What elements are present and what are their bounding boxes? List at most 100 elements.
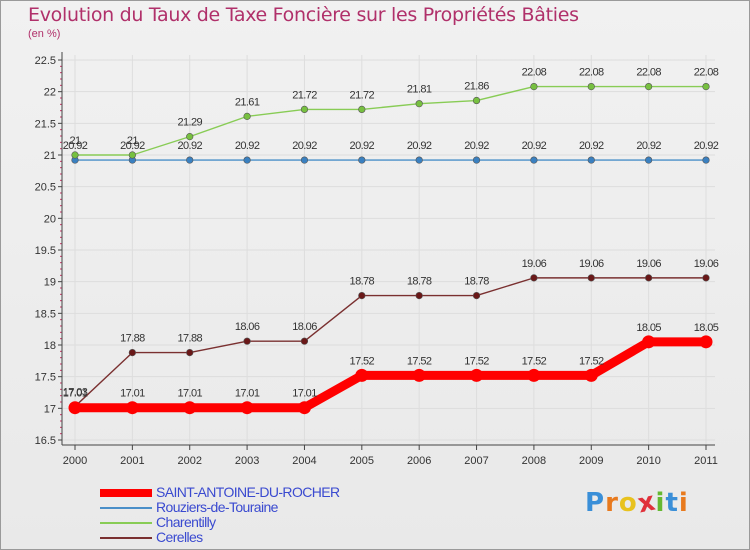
data-point-rouziers-de-touraine [415,156,423,164]
data-point-saint-antoine-du-rocher [240,401,254,415]
data-label-saint-antoine-du-rocher: 17.52 [464,355,489,367]
data-label-cerelles: 18.78 [350,276,375,288]
data-point-charentilly [415,100,423,108]
unit-label: (en %) [28,28,61,40]
data-point-rouziers-de-touraine [702,156,710,164]
legend-label-charentilly: Charentilly [156,514,216,530]
data-label-saint-antoine-du-rocher: 17.52 [407,355,432,367]
data-label-cerelles: 17.03 [63,386,88,398]
legend: SAINT-ANTOINE-DU-ROCHER Rouziers-de-Toura… [100,485,340,545]
data-label-charentilly: 22.08 [579,67,604,79]
legend-swatch-rouziers-de-touraine [100,506,152,509]
x-tick-label: 2004 [292,455,316,467]
data-point-saint-antoine-du-rocher [699,335,713,349]
data-point-rouziers-de-touraine [300,156,309,164]
data-label-saint-antoine-du-rocher: 17.01 [235,388,260,400]
y-tick-label: 19 [44,277,56,289]
data-point-cerelles [645,274,653,282]
x-tick-label: 2005 [350,455,374,467]
data-point-cerelles [587,274,595,282]
legend-item-rouziers-de-touraine: Rouziers-de-Touraine [100,500,340,515]
data-label-rouziers-de-touraine: 20.92 [63,140,88,152]
data-label-saint-antoine-du-rocher: 17.52 [579,355,604,367]
data-label-saint-antoine-du-rocher: 18.05 [694,322,719,334]
data-label-saint-antoine-du-rocher: 17.01 [63,388,88,400]
data-point-charentilly [358,105,366,113]
x-tick-label: 2001 [120,455,144,467]
x-tick-label: 2009 [579,455,603,467]
data-label-saint-antoine-du-rocher: 17.52 [522,355,547,367]
data-point-saint-antoine-du-rocher [68,401,82,415]
x-tick-label: 2008 [522,455,546,467]
y-tick-label: 19.5 [35,245,56,257]
data-point-charentilly [186,133,194,141]
data-point-rouziers-de-touraine [243,156,251,164]
data-point-rouziers-de-touraine [645,156,653,164]
data-label-cerelles: 19.06 [694,258,719,270]
data-point-saint-antoine-du-rocher [470,368,484,382]
data-point-saint-antoine-du-rocher [642,335,656,349]
data-point-charentilly [702,82,710,91]
data-label-charentilly: 22.08 [636,67,661,79]
data-label-rouziers-de-touraine: 20.92 [407,140,432,152]
data-point-cerelles [358,292,366,300]
data-label-cerelles: 19.06 [636,258,661,270]
data-label-cerelles: 18.78 [407,276,432,288]
data-label-rouziers-de-touraine: 20.92 [522,140,547,152]
data-label-cerelles: 18.06 [235,321,260,333]
data-label-saint-antoine-du-rocher: 18.05 [636,322,661,334]
x-tick-label: 2003 [235,455,259,467]
data-label-rouziers-de-touraine: 20.92 [292,140,317,152]
x-tick-label: 2007 [464,455,488,467]
data-point-rouziers-de-touraine [186,156,194,164]
data-point-cerelles [530,274,538,282]
data-label-rouziers-de-touraine: 20.92 [120,140,145,152]
data-point-cerelles [415,292,423,300]
data-point-charentilly [645,82,653,91]
data-point-charentilly [71,151,79,159]
data-point-saint-antoine-du-rocher [183,401,197,415]
data-label-charentilly: 21 [69,135,81,147]
data-point-rouziers-de-touraine [587,156,595,164]
data-label-rouziers-de-touraine: 20.92 [694,140,719,152]
data-label-rouziers-de-touraine: 20.92 [579,140,604,152]
data-point-rouziers-de-touraine [358,156,366,164]
data-label-cerelles: 17.88 [120,333,145,345]
data-point-saint-antoine-du-rocher [527,368,541,382]
legend-label-cerelles: Cerelles [156,529,203,545]
x-tick-label: 2000 [63,455,87,467]
data-point-rouziers-de-touraine [530,156,538,164]
data-label-saint-antoine-du-rocher: 17.01 [177,388,202,400]
data-label-cerelles: 19.06 [579,258,604,270]
y-tick-label: 22 [44,87,56,99]
data-point-saint-antoine-du-rocher [125,401,139,415]
data-label-charentilly: 21.72 [292,89,317,101]
data-point-cerelles [300,337,309,345]
data-label-rouziers-de-touraine: 20.92 [636,140,661,152]
data-point-charentilly [530,82,538,91]
data-label-charentilly: 21.29 [177,117,202,129]
data-point-cerelles [243,337,251,345]
series-line-saint-antoine-du-rocher [75,337,706,413]
data-point-charentilly [243,112,251,120]
legend-swatch-saint-antoine-du-rocher [100,488,152,497]
data-point-saint-antoine-du-rocher [584,368,598,382]
data-label-cerelles: 19.06 [522,258,547,270]
y-tick-label: 21.5 [35,118,56,130]
legend-swatch-cerelles [100,536,152,539]
data-point-cerelles [186,349,194,357]
data-label-charentilly: 22.08 [694,67,719,79]
y-tick-label: 18.5 [35,308,56,320]
legend-item-cerelles: Cerelles [100,530,340,545]
data-label-rouziers-de-touraine: 20.92 [350,140,375,152]
y-tick-label: 17.5 [35,372,56,384]
data-label-charentilly: 21.72 [350,89,375,101]
legend-item-charentilly: Charentilly [100,515,340,530]
data-label-charentilly: 21.86 [464,81,489,93]
data-point-cerelles [128,349,136,357]
data-label-charentilly: 21.81 [407,84,432,96]
legend-swatch-charentilly [100,521,152,524]
data-label-rouziers-de-touraine: 20.92 [177,140,202,152]
data-label-cerelles: 18.06 [292,321,317,333]
data-point-charentilly [587,82,595,91]
